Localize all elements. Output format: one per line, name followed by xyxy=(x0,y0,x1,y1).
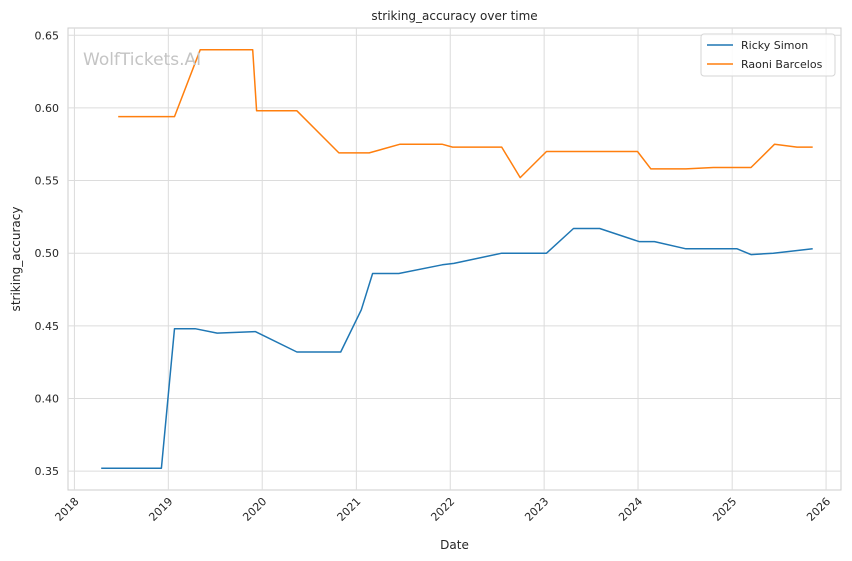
data-point-ricky-simon xyxy=(638,240,640,242)
y-tick-label: 0.55 xyxy=(35,175,60,188)
data-point-raoni-barcelos xyxy=(773,143,775,145)
data-point-raoni-barcelos xyxy=(812,146,814,148)
data-point-raoni-barcelos xyxy=(451,146,453,148)
y-tick-label: 0.65 xyxy=(35,29,60,42)
x-tick-label: 2019 xyxy=(146,495,175,524)
x-tick-label: 2021 xyxy=(334,495,363,524)
data-point-ricky-simon xyxy=(194,328,196,330)
x-tick-label: 2018 xyxy=(53,495,82,524)
x-axis-ticks: 2018 2019 2020 2021 2022 2023 2024 2025 2026 xyxy=(53,495,834,524)
data-point-ricky-simon xyxy=(736,248,738,250)
y-tick-label: 0.60 xyxy=(35,102,60,115)
data-point-ricky-simon xyxy=(653,240,655,242)
series-raoni-barcelos xyxy=(117,49,814,179)
data-point-raoni-barcelos xyxy=(399,143,401,145)
legend-box xyxy=(700,33,836,77)
x-axis-label: Date xyxy=(440,538,469,552)
data-point-ricky-simon xyxy=(441,264,443,266)
data-point-ricky-simon xyxy=(160,467,162,469)
x-tick-label: 2025 xyxy=(710,495,739,524)
y-tick-label: 0.45 xyxy=(35,320,60,333)
x-tick-label: 2020 xyxy=(240,495,269,524)
data-point-ricky-simon xyxy=(296,351,298,353)
data-point-raoni-barcelos xyxy=(750,166,752,168)
series-layer xyxy=(100,49,814,469)
legend: Ricky Simon Raoni Barcelos xyxy=(700,33,836,77)
grid-lines xyxy=(68,28,841,490)
data-point-ricky-simon xyxy=(216,332,218,334)
data-point-ricky-simon xyxy=(453,262,455,264)
data-point-raoni-barcelos xyxy=(579,150,581,152)
data-point-raoni-barcelos xyxy=(600,150,602,152)
y-tick-label: 0.35 xyxy=(35,465,60,478)
data-point-raoni-barcelos xyxy=(251,49,253,51)
data-point-raoni-barcelos xyxy=(338,152,340,154)
x-tick-label: 2024 xyxy=(616,495,645,524)
data-point-raoni-barcelos xyxy=(796,146,798,148)
data-point-raoni-barcelos xyxy=(296,110,298,112)
data-point-ricky-simon xyxy=(173,328,175,330)
y-axis-label: striking_accuracy xyxy=(9,207,23,312)
data-point-raoni-barcelos xyxy=(685,168,687,170)
series-line-raoni-barcelos xyxy=(118,49,813,179)
data-point-ricky-simon xyxy=(371,272,373,274)
data-point-raoni-barcelos xyxy=(545,150,547,152)
data-point-ricky-simon xyxy=(501,252,503,254)
data-point-ricky-simon xyxy=(812,248,814,250)
chart-title: striking_accuracy over time xyxy=(371,9,537,23)
data-point-ricky-simon xyxy=(545,252,547,254)
data-point-ricky-simon xyxy=(572,227,574,229)
data-point-raoni-barcelos xyxy=(650,168,652,170)
data-point-ricky-simon xyxy=(100,467,102,469)
data-point-ricky-simon xyxy=(599,227,601,229)
data-point-raoni-barcelos xyxy=(636,150,638,152)
legend-label-raoni-barcelos: Raoni Barcelos xyxy=(741,58,823,71)
data-point-ricky-simon xyxy=(254,330,256,332)
data-point-raoni-barcelos xyxy=(368,152,370,154)
x-tick-label: 2026 xyxy=(804,495,833,524)
data-point-raoni-barcelos xyxy=(519,176,521,178)
y-tick-label: 0.50 xyxy=(35,247,60,260)
legend-label-ricky-simon: Ricky Simon xyxy=(741,39,808,52)
data-point-raoni-barcelos xyxy=(255,110,257,112)
data-point-ricky-simon xyxy=(360,309,362,311)
data-point-raoni-barcelos xyxy=(501,146,503,148)
data-point-ricky-simon xyxy=(398,272,400,274)
data-point-ricky-simon xyxy=(685,248,687,250)
data-point-ricky-simon xyxy=(772,252,774,254)
series-line-ricky-simon xyxy=(101,227,813,469)
y-axis-ticks: 0.35 0.40 0.45 0.50 0.55 0.60 0.65 xyxy=(35,29,60,478)
data-point-raoni-barcelos xyxy=(712,166,714,168)
data-point-ricky-simon xyxy=(339,351,341,353)
x-tick-label: 2022 xyxy=(428,495,457,524)
data-point-raoni-barcelos xyxy=(173,115,175,117)
data-point-ricky-simon xyxy=(750,253,752,255)
y-tick-label: 0.40 xyxy=(35,392,60,405)
x-tick-label: 2023 xyxy=(522,495,551,524)
data-point-raoni-barcelos xyxy=(117,115,119,117)
plot-area xyxy=(67,27,842,491)
data-point-raoni-barcelos xyxy=(441,143,443,145)
watermark: WolfTickets.AI xyxy=(83,50,201,70)
series-ricky-simon xyxy=(100,227,814,469)
